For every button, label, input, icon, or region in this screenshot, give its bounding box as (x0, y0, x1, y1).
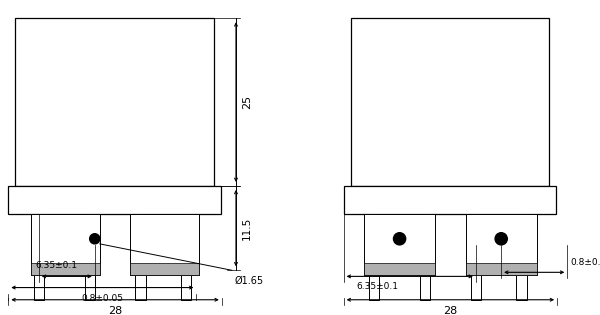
Text: 6.35±0.1: 6.35±0.1 (36, 261, 78, 270)
Bar (344, 186, 556, 215)
Circle shape (394, 233, 406, 245)
Text: 6.35±0.1: 6.35±0.1 (356, 283, 398, 291)
Bar (34, 215, 44, 300)
Bar (466, 215, 537, 275)
Bar (8, 186, 221, 215)
Text: 28: 28 (443, 306, 458, 315)
Bar (351, 18, 549, 186)
Circle shape (89, 234, 100, 244)
Bar (136, 215, 146, 300)
Bar (85, 215, 95, 300)
Bar (466, 263, 537, 275)
Bar (130, 263, 199, 275)
Bar (471, 215, 481, 300)
Bar (16, 18, 214, 186)
Text: 0.8±0.05: 0.8±0.05 (82, 294, 124, 303)
Text: 11.5: 11.5 (242, 216, 252, 240)
Bar (369, 215, 379, 300)
Bar (364, 263, 435, 275)
Text: 28: 28 (108, 306, 122, 315)
Bar (181, 215, 191, 300)
Bar (517, 215, 527, 300)
Text: 0.8±0.05: 0.8±0.05 (570, 258, 600, 267)
Text: Ø1.65: Ø1.65 (235, 275, 264, 285)
Bar (364, 215, 435, 275)
Bar (31, 215, 100, 275)
Bar (31, 263, 100, 275)
Bar (130, 215, 199, 275)
Bar (420, 215, 430, 300)
Circle shape (495, 233, 507, 245)
Text: 25: 25 (242, 95, 252, 109)
